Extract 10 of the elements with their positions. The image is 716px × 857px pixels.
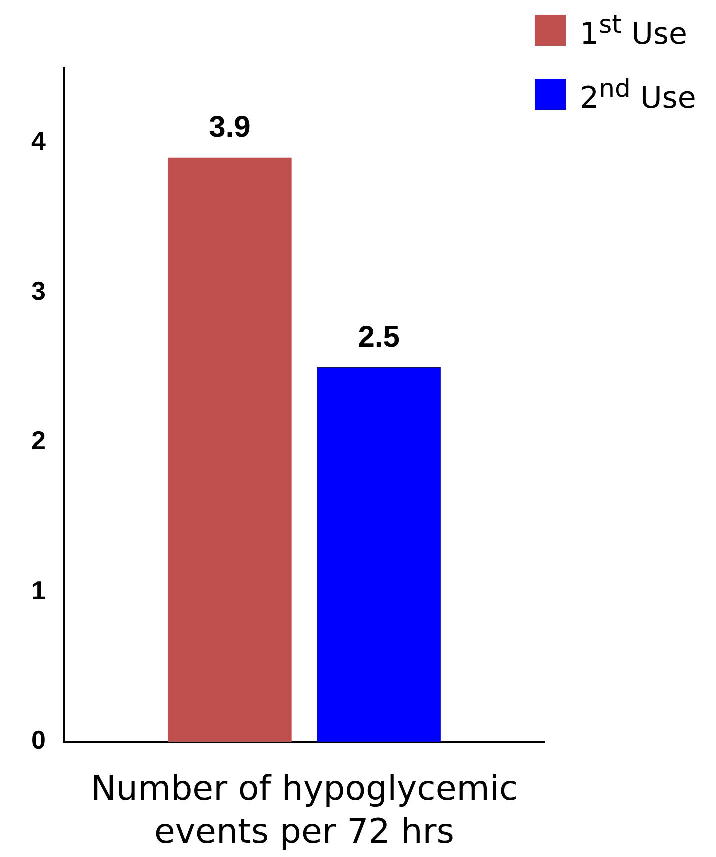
y-tick-label: 2 (32, 426, 46, 456)
data-label: 2.5 (358, 320, 400, 354)
y-tick-label: 3 (32, 276, 46, 306)
legend-label: 2$^{nd}$ Use (580, 73, 696, 117)
y-tick-label: 4 (32, 126, 47, 156)
data-label: 3.9 (209, 111, 251, 144)
legend-label: 1$^{st}$ Use (580, 9, 688, 53)
y-tick-label: 0 (32, 725, 46, 756)
y-tick-label: 1 (32, 575, 46, 606)
x-axis-title: Number of hypoglycemic events per 72 hrs (90, 768, 520, 854)
